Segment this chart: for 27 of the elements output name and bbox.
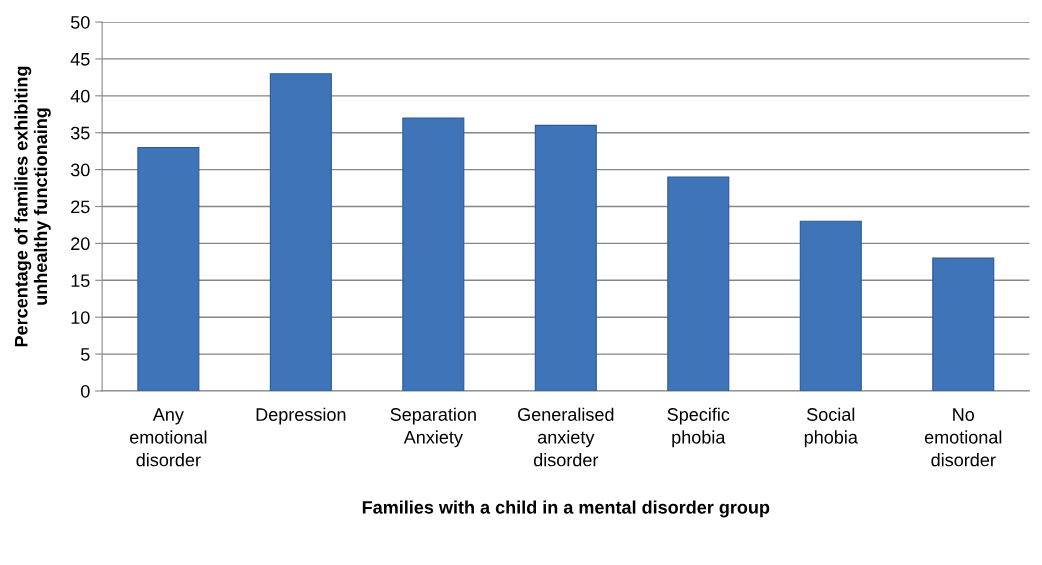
y-axis-title: Percentage of families exhibiting unhealthy functionaing xyxy=(14,66,51,347)
y-tick-label: 5 xyxy=(80,348,90,361)
y-tick-label: 35 xyxy=(70,126,90,140)
y-tick-label: 15 xyxy=(71,274,90,288)
x-tick-label: Depression xyxy=(256,407,346,425)
x-tick-label: No emotional disorder xyxy=(924,408,1002,467)
bar xyxy=(534,124,597,391)
bar xyxy=(799,220,862,391)
y-tick-label: 10 xyxy=(71,311,90,324)
x-tick-label: Generalised anxiety disorder xyxy=(518,407,614,467)
bar xyxy=(667,176,730,391)
y-tick-label: 45 xyxy=(70,53,90,66)
x-tick-label: Any emotional disorder xyxy=(129,408,207,467)
y-tick-label: 0 xyxy=(80,384,90,398)
bar xyxy=(269,73,332,391)
y-tick-label: 40 xyxy=(70,89,90,103)
y-tick-label: 30 xyxy=(70,163,90,177)
y-tick-label: 20 xyxy=(71,237,90,251)
x-tick-label: Social phobia xyxy=(804,407,858,448)
x-tick-label: Separation Anxiety xyxy=(390,407,476,448)
x-axis-title: Families with a child in a mental disorder group xyxy=(362,500,770,518)
bar xyxy=(137,146,200,391)
bar xyxy=(932,257,995,391)
y-tick-label: 50 xyxy=(70,15,90,29)
y-tick-label: 25 xyxy=(71,200,90,214)
x-tick-label: Specific phobia xyxy=(667,407,730,448)
bar xyxy=(402,117,465,391)
